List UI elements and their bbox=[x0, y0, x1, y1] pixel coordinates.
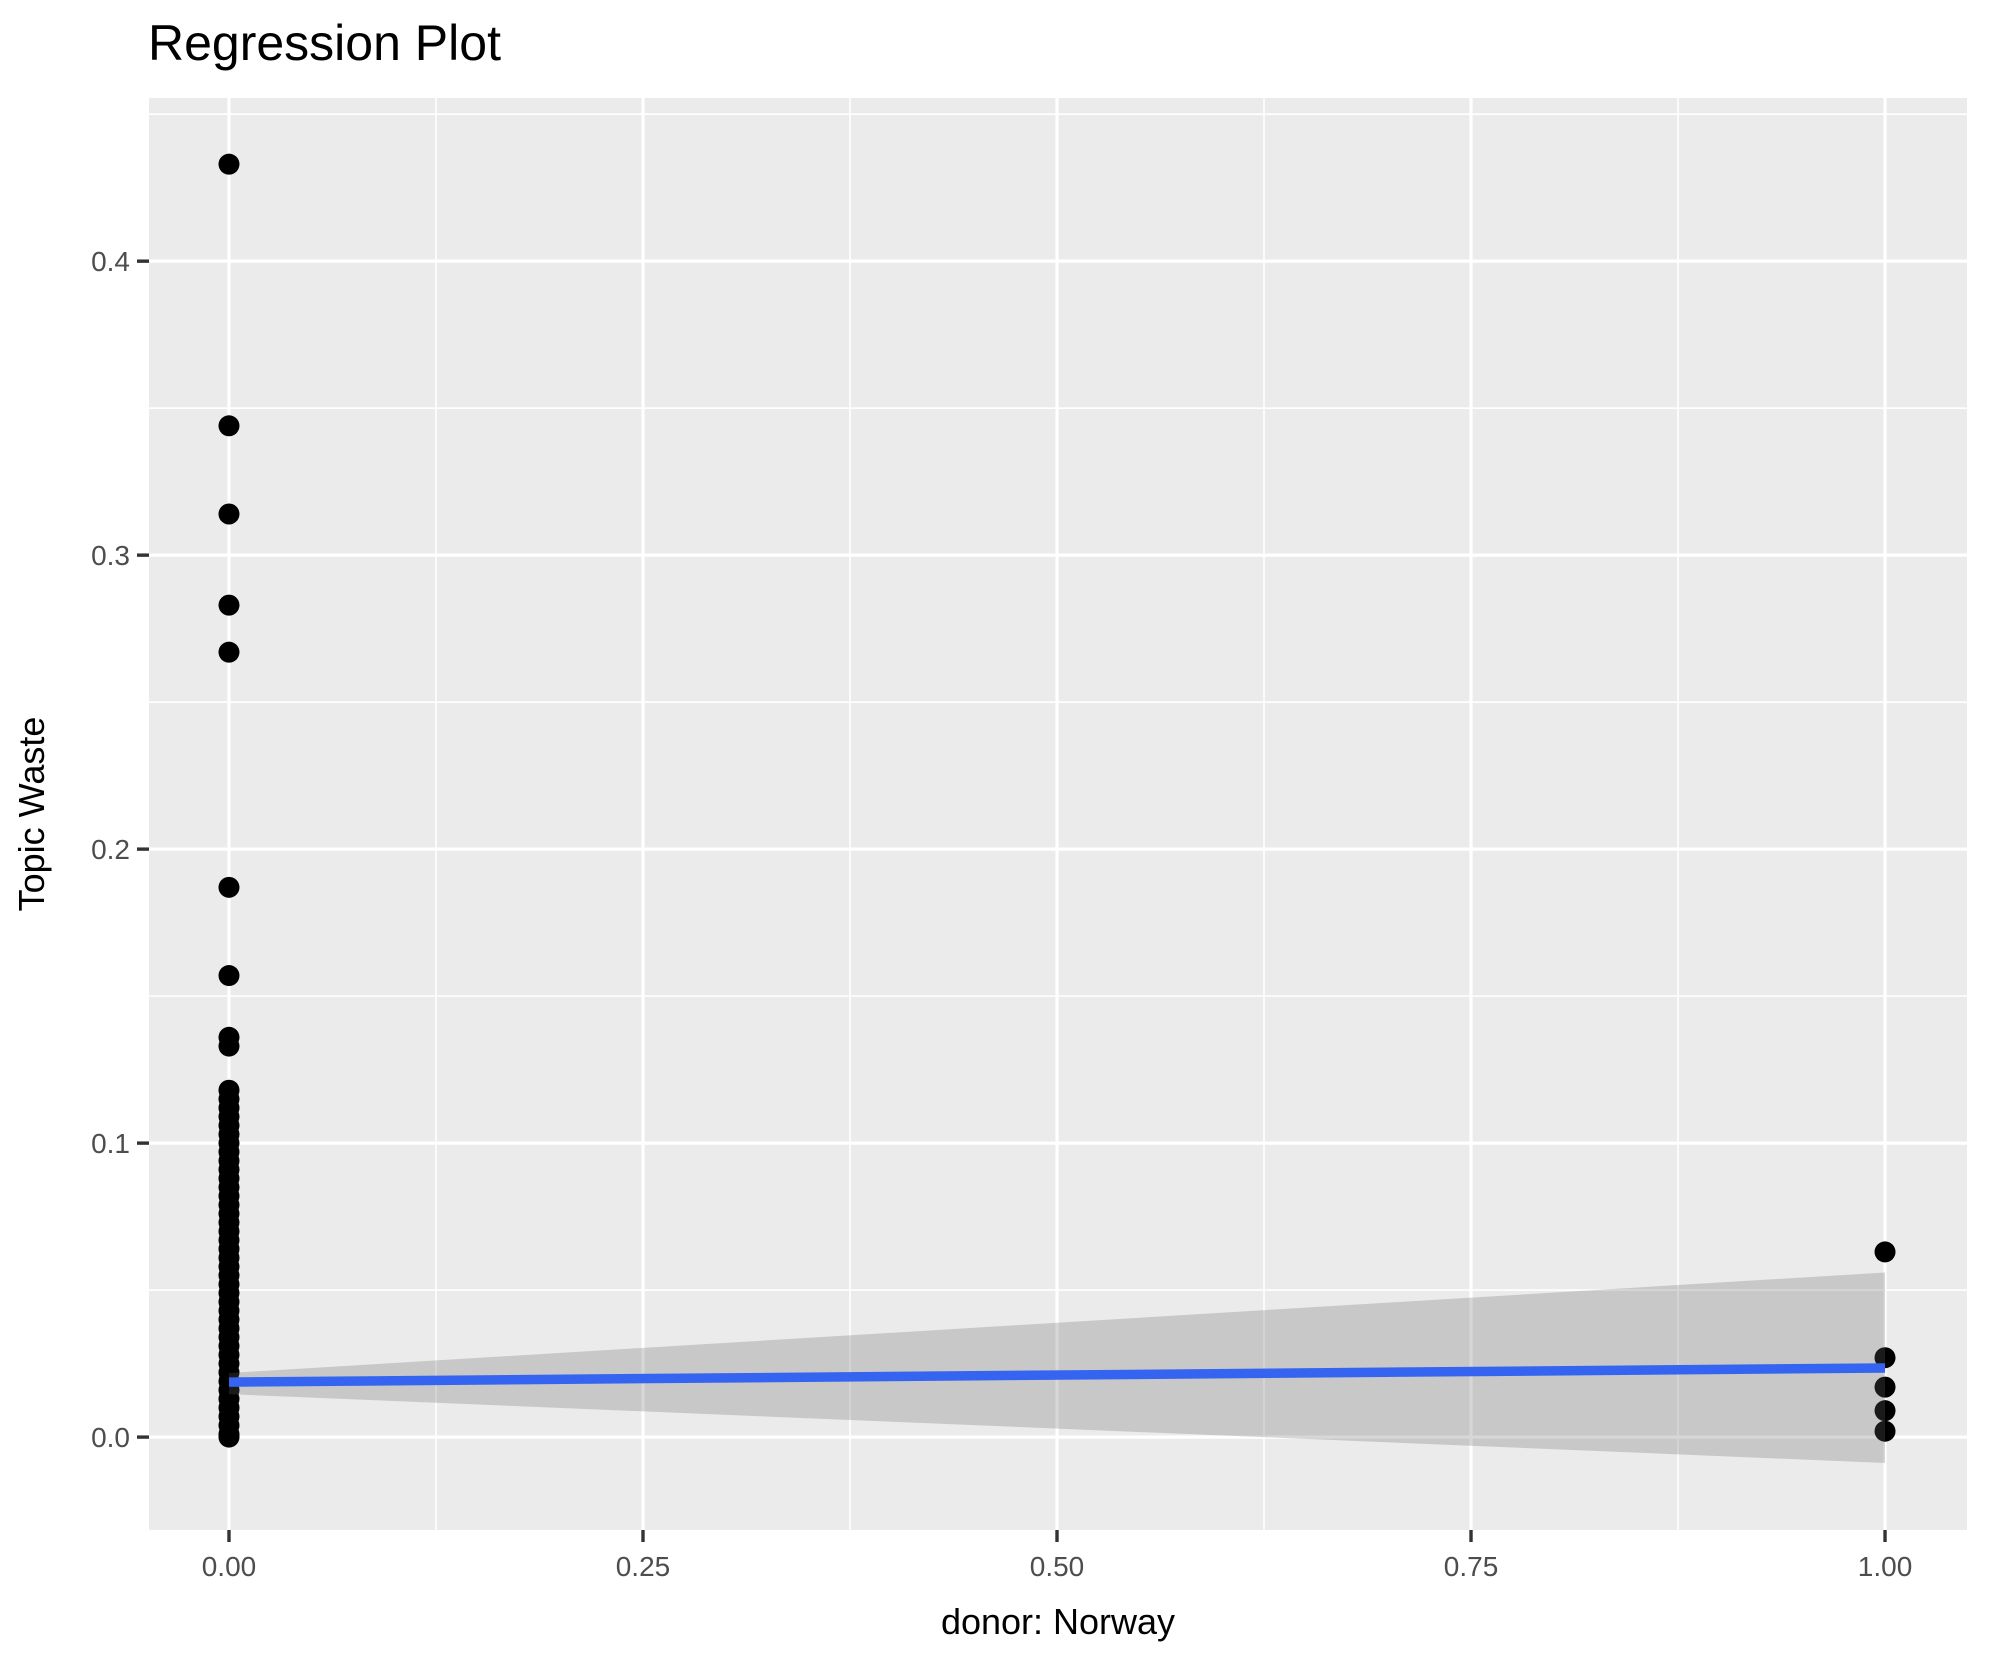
x-tick-label: 1.00 bbox=[1858, 1551, 1913, 1582]
data-point bbox=[218, 415, 240, 437]
data-point bbox=[1874, 1376, 1896, 1398]
y-tick-label: 0.0 bbox=[91, 1422, 130, 1453]
data-point bbox=[218, 1426, 240, 1448]
data-point bbox=[1874, 1400, 1896, 1422]
x-tick-label: 0.25 bbox=[616, 1551, 671, 1582]
x-tick-label: 0.50 bbox=[1030, 1551, 1085, 1582]
y-tick-label: 0.4 bbox=[91, 246, 130, 277]
axis-tick-labels: 0.00 0.25 0.50 0.75 1.00 0.0 0.1 0.2 0.3 0.4 bbox=[91, 246, 1912, 1582]
y-tick-label: 0.1 bbox=[91, 1128, 130, 1159]
data-point bbox=[1874, 1347, 1896, 1369]
data-point bbox=[218, 503, 240, 525]
x-axis-title: donor: Norway bbox=[941, 1601, 1175, 1642]
data-point bbox=[218, 1035, 240, 1057]
x-tick-label: 0.00 bbox=[202, 1551, 257, 1582]
data-point bbox=[218, 876, 240, 898]
regression-line bbox=[228, 1363, 1886, 1387]
axis-tick-marks bbox=[137, 259, 1887, 1542]
data-point bbox=[218, 594, 240, 616]
y-axis-title: Topic Waste bbox=[11, 717, 52, 912]
data-point bbox=[218, 641, 240, 663]
x-tick-label: 0.75 bbox=[1444, 1551, 1499, 1582]
data-point bbox=[218, 153, 240, 175]
y-tick-label: 0.2 bbox=[91, 834, 130, 865]
scatter-points-layer bbox=[218, 153, 1896, 1448]
y-tick-label: 0.3 bbox=[91, 540, 130, 571]
data-point bbox=[1874, 1420, 1896, 1442]
confidence-interval-ribbon bbox=[228, 1272, 1886, 1463]
data-point bbox=[1874, 1241, 1896, 1263]
plot-title: Regression Plot bbox=[148, 15, 501, 71]
data-point bbox=[218, 965, 240, 987]
